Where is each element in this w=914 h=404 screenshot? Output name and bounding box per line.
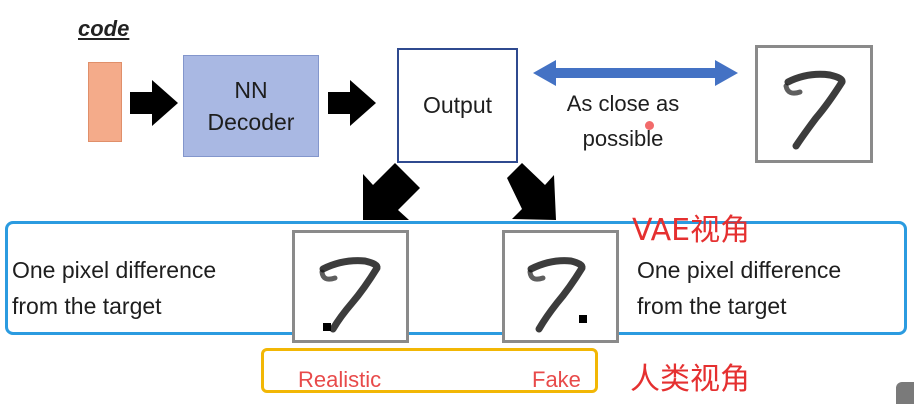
output-label: Output <box>422 92 493 118</box>
right-text-line1: One pixel difference <box>637 257 842 283</box>
human-view-box: Realistic Fake <box>261 348 598 393</box>
left-pixel-difference-text: One pixel difference from the target <box>12 253 216 324</box>
close-line1: As close as <box>566 91 680 116</box>
code-vector <box>88 62 122 142</box>
target-digit-image <box>755 45 873 163</box>
realistic-digit-image <box>292 230 409 343</box>
as-close-as-possible-text: As close as possible <box>548 86 698 156</box>
left-text-line1: One pixel difference <box>12 257 217 283</box>
close-line2: possible <box>582 126 664 152</box>
right-text-line2: from the target <box>637 292 787 319</box>
video-corner-overlay <box>896 382 914 404</box>
fake-digit-image <box>502 230 619 343</box>
output-box: Output <box>397 48 518 163</box>
decoder-line2: Decoder <box>207 109 295 135</box>
decoder-line1: NN <box>234 76 268 103</box>
extra-pixel <box>579 315 587 323</box>
human-view-label: 人类视角 <box>630 362 750 397</box>
vae-view-label: VAE视角 <box>632 213 751 248</box>
black-arrow-right-icon <box>130 80 178 126</box>
extra-pixel <box>323 323 331 331</box>
code-label: code <box>78 16 130 41</box>
right-pixel-difference-text: One pixel difference from the target <box>637 253 841 324</box>
cursor-dot <box>645 121 654 130</box>
realistic-label: Realistic <box>298 367 382 392</box>
vae-view-box <box>5 221 907 335</box>
black-arrow-down-left-icon <box>363 163 420 220</box>
blue-double-arrow-icon <box>533 60 738 86</box>
nn-decoder-box: NN Decoder <box>183 55 319 157</box>
fake-label: Fake <box>532 367 581 392</box>
black-arrow-right-icon <box>328 80 376 126</box>
black-arrow-down-right-icon <box>507 163 556 220</box>
left-text-line2: from the target <box>12 292 162 319</box>
